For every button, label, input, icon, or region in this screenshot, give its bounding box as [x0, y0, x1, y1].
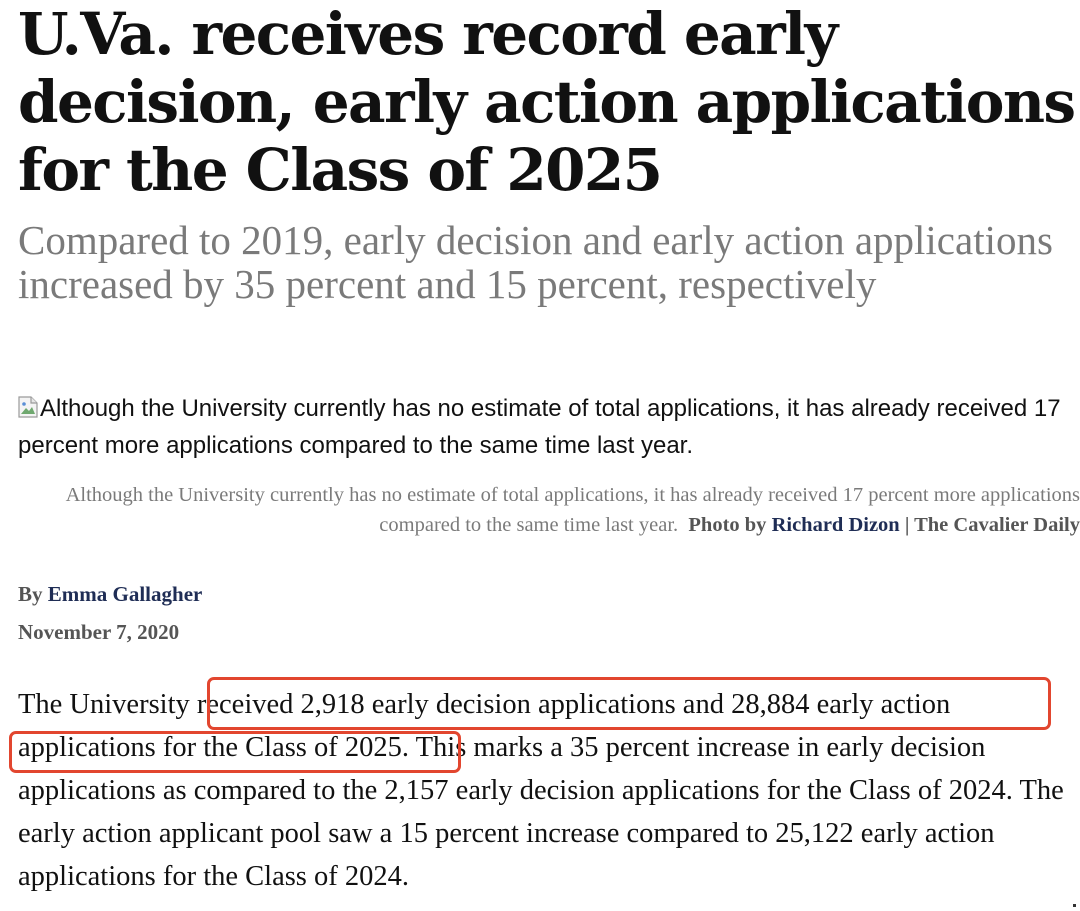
credit-separator: | — [904, 514, 910, 536]
image-caption: Although the University currently has no… — [18, 480, 1080, 540]
author-link[interactable]: Emma Gallagher — [47, 582, 203, 606]
byline-by-label: By — [18, 582, 43, 606]
photo-credit: Photo by Richard Dizon | The Cavalier Da… — [688, 514, 1080, 536]
highlight-box-1 — [207, 677, 1051, 730]
highlighted-text-line-1: received 2,918 early decision applicatio… — [196, 689, 951, 720]
photo-by-label: Photo by — [688, 514, 767, 536]
article-paragraph: The University received 2,918 early deci… — [18, 683, 1073, 898]
paragraph-lead: The University — [18, 689, 190, 720]
article-subheadline: Compared to 2019, early decision and ear… — [18, 217, 1053, 307]
photographer-link[interactable]: Richard Dizon — [771, 514, 900, 536]
article-headline: U.Va. receives record early decision, ea… — [18, 0, 1076, 204]
byline: By Emma Gallagher — [18, 580, 202, 608]
image-alt-text: Although the University currently has no… — [18, 395, 1061, 459]
broken-image-icon — [18, 392, 38, 418]
publish-date: November 7, 2020 — [18, 620, 180, 644]
highlighted-text-line-2: applications for the Class of 2025. — [18, 732, 410, 763]
caption-text: Although the University currently has no… — [65, 484, 1080, 536]
paragraph-rest: This marks a 35 percent increase in earl… — [18, 732, 1064, 892]
corner-mark — [1073, 904, 1076, 907]
publication-name: The Cavalier Daily — [914, 514, 1080, 536]
article-image[interactable]: Although the University currently has no… — [18, 390, 1068, 464]
highlight-box-2 — [9, 731, 461, 773]
